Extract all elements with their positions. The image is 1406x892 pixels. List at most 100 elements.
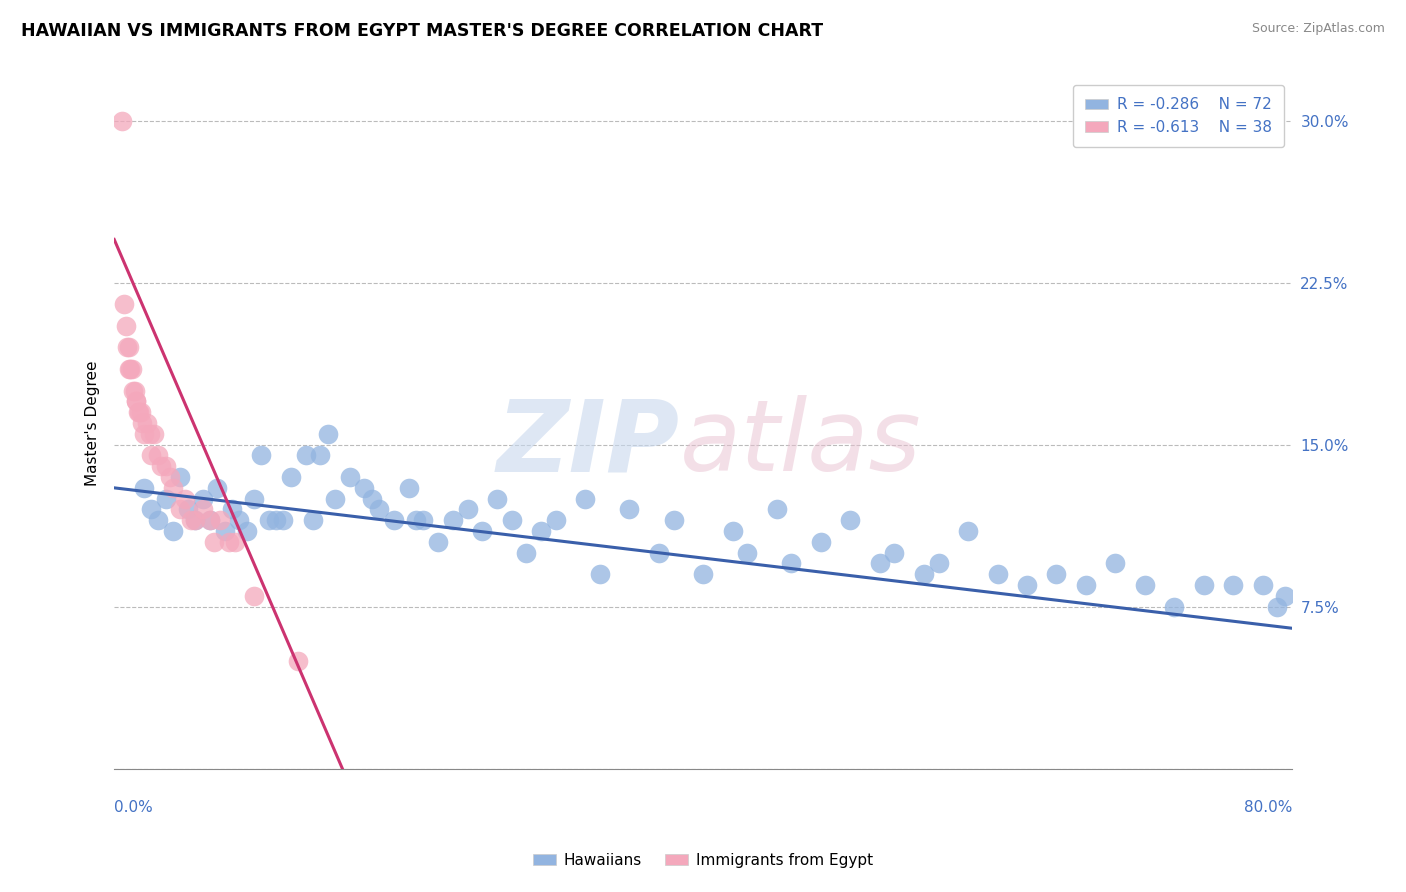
Point bbox=[257, 513, 280, 527]
Point bbox=[912, 567, 935, 582]
Point bbox=[128, 405, 150, 419]
Point bbox=[191, 491, 214, 506]
Point bbox=[224, 534, 246, 549]
Point bbox=[986, 567, 1008, 582]
Point bbox=[148, 449, 170, 463]
Point bbox=[118, 341, 141, 355]
Text: atlas: atlas bbox=[679, 395, 921, 492]
Point bbox=[139, 502, 162, 516]
Point bbox=[1015, 578, 1038, 592]
Point bbox=[228, 513, 250, 527]
Point bbox=[124, 384, 146, 398]
Point bbox=[162, 481, 184, 495]
Point bbox=[169, 502, 191, 516]
Point bbox=[662, 513, 685, 527]
Point bbox=[184, 513, 207, 527]
Point bbox=[148, 513, 170, 527]
Point bbox=[142, 426, 165, 441]
Point bbox=[120, 362, 142, 376]
Point bbox=[125, 394, 148, 409]
Point bbox=[177, 502, 200, 516]
Point bbox=[1251, 578, 1274, 592]
Point bbox=[132, 481, 155, 495]
Point bbox=[692, 567, 714, 582]
Point bbox=[928, 557, 950, 571]
Point bbox=[207, 481, 229, 495]
Point bbox=[235, 524, 257, 538]
Point bbox=[765, 502, 787, 516]
Point bbox=[515, 546, 537, 560]
Point bbox=[155, 459, 177, 474]
Legend: Hawaiians, Immigrants from Egypt: Hawaiians, Immigrants from Egypt bbox=[527, 847, 879, 873]
Point bbox=[471, 524, 494, 538]
Point bbox=[122, 384, 145, 398]
Point bbox=[316, 426, 339, 441]
Point bbox=[427, 534, 450, 549]
Point bbox=[169, 470, 191, 484]
Point bbox=[1045, 567, 1067, 582]
Point bbox=[125, 394, 148, 409]
Point bbox=[735, 546, 758, 560]
Point bbox=[1192, 578, 1215, 592]
Point bbox=[1133, 578, 1156, 592]
Point bbox=[883, 546, 905, 560]
Point bbox=[309, 449, 332, 463]
Point bbox=[287, 654, 309, 668]
Point bbox=[198, 513, 221, 527]
Point bbox=[155, 491, 177, 506]
Point bbox=[1163, 599, 1185, 614]
Point bbox=[619, 502, 641, 516]
Point bbox=[202, 534, 225, 549]
Text: 0.0%: 0.0% bbox=[114, 800, 153, 814]
Point bbox=[721, 524, 744, 538]
Point bbox=[214, 524, 236, 538]
Legend: R = -0.286    N = 72, R = -0.613    N = 38: R = -0.286 N = 72, R = -0.613 N = 38 bbox=[1073, 85, 1284, 147]
Point bbox=[110, 113, 132, 128]
Text: ZIP: ZIP bbox=[496, 395, 679, 492]
Point bbox=[648, 546, 671, 560]
Point bbox=[589, 567, 612, 582]
Point bbox=[117, 341, 139, 355]
Point bbox=[485, 491, 508, 506]
Point bbox=[184, 513, 207, 527]
Point bbox=[360, 491, 382, 506]
Point bbox=[957, 524, 980, 538]
Point bbox=[264, 513, 287, 527]
Point bbox=[243, 589, 266, 603]
Point bbox=[441, 513, 464, 527]
Point bbox=[405, 513, 427, 527]
Point bbox=[209, 513, 232, 527]
Point bbox=[382, 513, 405, 527]
Point bbox=[118, 362, 141, 376]
Point bbox=[250, 449, 273, 463]
Text: 80.0%: 80.0% bbox=[1244, 800, 1292, 814]
Point bbox=[544, 513, 567, 527]
Point bbox=[173, 491, 195, 506]
Point bbox=[839, 513, 862, 527]
Point bbox=[412, 513, 434, 527]
Point bbox=[129, 405, 152, 419]
Point bbox=[457, 502, 479, 516]
Point bbox=[131, 416, 153, 430]
Point bbox=[1222, 578, 1244, 592]
Point bbox=[273, 513, 295, 527]
Text: Source: ZipAtlas.com: Source: ZipAtlas.com bbox=[1251, 22, 1385, 36]
Point bbox=[132, 426, 155, 441]
Point bbox=[280, 470, 302, 484]
Point bbox=[191, 502, 214, 516]
Point bbox=[302, 513, 325, 527]
Point bbox=[180, 513, 202, 527]
Point bbox=[218, 534, 240, 549]
Point bbox=[368, 502, 391, 516]
Point bbox=[294, 449, 316, 463]
Y-axis label: Master's Degree: Master's Degree bbox=[86, 360, 100, 486]
Point bbox=[127, 405, 149, 419]
Point bbox=[1074, 578, 1097, 592]
Point bbox=[869, 557, 891, 571]
Point bbox=[221, 502, 243, 516]
Point bbox=[501, 513, 523, 527]
Point bbox=[150, 459, 173, 474]
Point bbox=[530, 524, 553, 538]
Point bbox=[243, 491, 266, 506]
Point bbox=[810, 534, 832, 549]
